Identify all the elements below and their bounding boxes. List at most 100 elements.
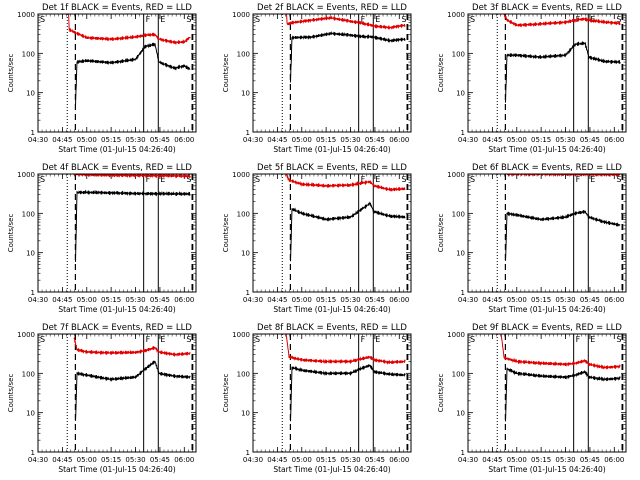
x-axis-label: Start Time (01-Jul-15 04:26:40) bbox=[273, 465, 390, 474]
marker-label: S bbox=[40, 335, 45, 344]
x-tick-label: 05:15 bbox=[531, 296, 551, 304]
events-series-line bbox=[505, 210, 621, 261]
x-tick-label: 04:45 bbox=[482, 136, 502, 144]
y-axis-label: Counts/sec bbox=[437, 54, 445, 93]
x-tick-label: 05:00 bbox=[292, 296, 312, 304]
x-tick-label: 05:30 bbox=[555, 136, 575, 144]
y-tick-label: 10 bbox=[241, 410, 250, 418]
y-tick-label: 100 bbox=[237, 210, 250, 218]
marker-label: F bbox=[361, 15, 366, 24]
events-series-line bbox=[290, 364, 406, 422]
x-tick-label: 05:00 bbox=[507, 136, 527, 144]
x-tick-label: 05:00 bbox=[292, 136, 312, 144]
marker-label: F bbox=[576, 335, 581, 344]
x-tick-label: 04:45 bbox=[52, 456, 72, 464]
x-axis-label: Start Time (01-Jul-15 04:26:40) bbox=[488, 305, 605, 314]
events-series-line bbox=[75, 360, 191, 421]
y-tick-label: 1 bbox=[246, 289, 250, 297]
marker-label: S bbox=[186, 15, 191, 24]
y-axis-label: Counts/sec bbox=[7, 214, 15, 253]
y-tick-label: 1000 bbox=[447, 11, 465, 19]
y-tick-label: 1000 bbox=[232, 11, 250, 19]
y-tick-label: 1000 bbox=[232, 331, 250, 339]
x-tick-label: 05:00 bbox=[507, 296, 527, 304]
x-tick-label: 05:30 bbox=[125, 296, 145, 304]
y-axis-label: Counts/sec bbox=[222, 214, 230, 253]
marker-label: S bbox=[40, 175, 45, 184]
y-tick-label: 10 bbox=[26, 410, 35, 418]
x-axis-label: Start Time (01-Jul-15 04:26:40) bbox=[488, 145, 605, 154]
y-axis-label: Counts/sec bbox=[437, 214, 445, 253]
x-tick-label: 04:30 bbox=[458, 136, 478, 144]
x-tick-label: 04:45 bbox=[52, 296, 72, 304]
x-tick-label: 05:00 bbox=[507, 456, 527, 464]
lld-series-line bbox=[68, 14, 191, 46]
plot-frame bbox=[467, 333, 627, 453]
x-tick-label: 05:15 bbox=[101, 456, 121, 464]
x-tick-label: 05:45 bbox=[150, 136, 170, 144]
y-tick-label: 100 bbox=[22, 50, 35, 58]
y-tick-label: 1 bbox=[461, 129, 465, 137]
chart-panel: Det 3f BLACK = Events, RED = LLD Counts/s… bbox=[437, 3, 627, 154]
plot-frame bbox=[37, 173, 197, 293]
x-tick-label: 05:45 bbox=[150, 456, 170, 464]
chart-panel: Det 4f BLACK = Events, RED = LLD Counts/s… bbox=[7, 163, 197, 314]
x-axis-label: Start Time (01-Jul-15 04:26:40) bbox=[488, 465, 605, 474]
chart-panel: Det 2f BLACK = Events, RED = LLD Counts/s… bbox=[222, 3, 412, 154]
x-tick-label: 05:15 bbox=[531, 136, 551, 144]
x-tick-label: 05:15 bbox=[316, 296, 336, 304]
events-series-line bbox=[290, 201, 406, 262]
lld-series-line bbox=[503, 14, 621, 28]
x-tick-label: 06:00 bbox=[604, 456, 624, 464]
marker-label: E bbox=[375, 335, 380, 344]
events-series-line bbox=[505, 367, 621, 422]
marker-label: S bbox=[186, 335, 191, 344]
chart-title: Det 4f BLACK = Events, RED = LLD bbox=[42, 163, 192, 173]
x-tick-label: 05:45 bbox=[365, 456, 385, 464]
x-tick-label: 06:00 bbox=[604, 296, 624, 304]
chart-title: Det 8f BLACK = Events, RED = LLD bbox=[257, 323, 407, 333]
y-tick-label: 100 bbox=[452, 370, 465, 378]
plot-frame bbox=[252, 13, 412, 133]
x-tick-label: 04:30 bbox=[28, 456, 48, 464]
chart-panel: Det 1f BLACK = Events, RED = LLD Counts/s… bbox=[7, 3, 197, 154]
chart-panel: Det 6f BLACK = Events, RED = LLD Counts/s… bbox=[437, 163, 627, 314]
y-tick-label: 100 bbox=[22, 370, 35, 378]
events-series-line bbox=[505, 40, 621, 103]
marker-label: F bbox=[146, 335, 151, 344]
y-tick-label: 100 bbox=[452, 50, 465, 58]
x-tick-label: 05:30 bbox=[340, 456, 360, 464]
y-tick-label: 1000 bbox=[17, 11, 35, 19]
x-axis-label: Start Time (01-Jul-15 04:26:40) bbox=[273, 305, 390, 314]
marker-label: E bbox=[160, 15, 165, 24]
marker-label: E bbox=[160, 175, 165, 184]
marker-label: S bbox=[255, 175, 260, 184]
x-tick-label: 05:45 bbox=[580, 456, 600, 464]
y-axis-label: Counts/sec bbox=[437, 374, 445, 413]
x-tick-label: 05:45 bbox=[580, 296, 600, 304]
x-tick-label: 05:45 bbox=[365, 296, 385, 304]
marker-label: S bbox=[401, 15, 406, 24]
x-tick-label: 05:00 bbox=[77, 296, 97, 304]
y-tick-label: 1 bbox=[246, 129, 250, 137]
x-tick-label: 05:30 bbox=[555, 296, 575, 304]
marker-label: E bbox=[590, 15, 595, 24]
chart-panel: Det 9f BLACK = Events, RED = LLD Counts/s… bbox=[437, 323, 627, 474]
marker-label: E bbox=[590, 175, 595, 184]
marker-label: S bbox=[401, 175, 406, 184]
x-tick-label: 06:00 bbox=[174, 456, 194, 464]
y-tick-label: 100 bbox=[237, 370, 250, 378]
marker-label: F bbox=[361, 335, 366, 344]
y-tick-label: 1 bbox=[31, 289, 35, 297]
lld-series-line bbox=[506, 174, 621, 177]
marker-label: S bbox=[470, 15, 475, 24]
y-tick-label: 10 bbox=[26, 90, 35, 98]
lld-series-line bbox=[73, 337, 191, 357]
x-tick-label: 05:45 bbox=[365, 136, 385, 144]
marker-label: S bbox=[40, 15, 45, 24]
lld-series-line bbox=[500, 334, 621, 370]
plot-frame bbox=[467, 173, 627, 293]
y-axis-label: Counts/sec bbox=[222, 54, 230, 93]
lld-series-line bbox=[285, 334, 406, 365]
